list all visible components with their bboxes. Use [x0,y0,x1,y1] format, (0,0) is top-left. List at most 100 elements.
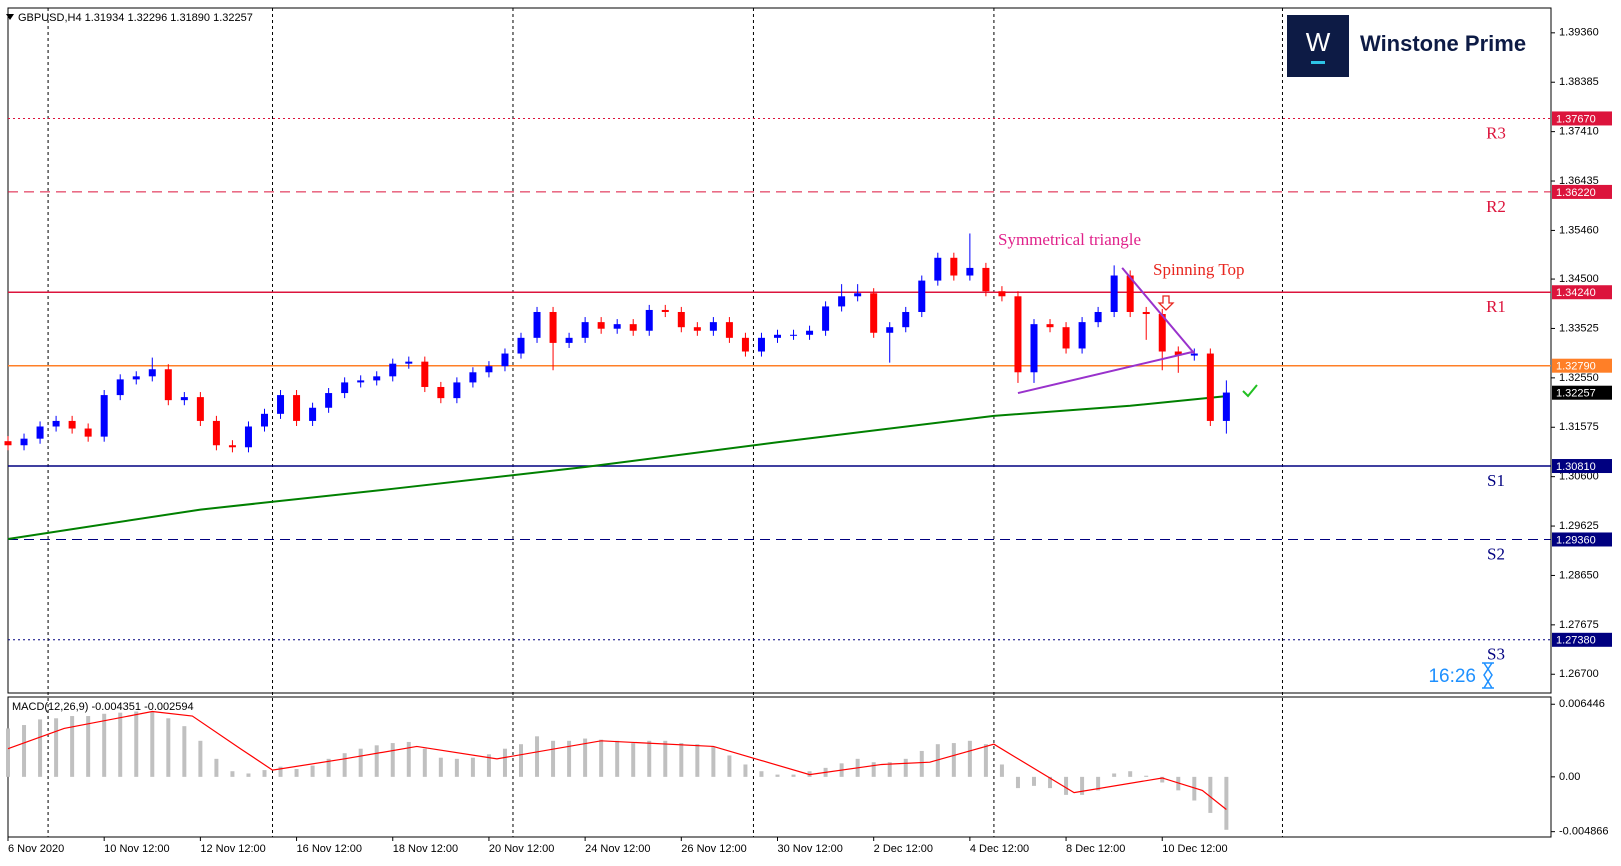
macd-bar [1015,776,1020,789]
candle-body [806,330,814,335]
candle-body [1158,314,1166,352]
macd-bar [999,764,1004,777]
candle-body [180,397,188,401]
candle-body [196,397,204,421]
candle-body [517,337,525,354]
candle-body [373,376,381,381]
candle-body [950,257,958,276]
price-tag [1552,358,1612,373]
macd-bar [951,743,956,777]
macd-bar [1031,776,1036,786]
x-tick-label: 8 Dec 12:00 [1066,843,1125,855]
macd-bar [214,758,219,777]
x-tick-label: 20 Nov 12:00 [489,843,554,855]
candle-body [886,327,894,333]
macd-bar [1176,776,1181,791]
candle-body [757,337,765,352]
macd-bar [102,713,107,777]
candle-body [1078,322,1086,349]
logo-box [1287,15,1349,77]
candle-body [1174,351,1182,356]
price-tag-label: 1.36220 [1556,187,1596,199]
macd-bar [695,744,700,777]
candle-body [854,293,862,297]
x-tick-label: 26 Nov 12:00 [681,843,746,855]
candle-body [228,445,236,448]
macd-bar [791,774,796,777]
x-tick-label: 6 Nov 2020 [8,843,64,855]
symbol-header: GBPUSD,H4 1.31934 1.32296 1.31890 1.3225… [18,12,253,24]
macd-bar [1144,775,1149,777]
candle-body [741,337,749,352]
price-tag-label: 1.34240 [1556,287,1596,299]
macd-bar [727,755,732,777]
macd-bar [1224,776,1229,830]
candle-body [148,369,156,377]
macd-bar [310,765,315,777]
candle-body [581,322,589,338]
level-name: R1 [1486,297,1506,316]
macd-bar [502,748,507,777]
candle-body [212,420,220,446]
macd-bar [871,762,876,777]
candle-body [244,426,252,448]
candle-body [1094,311,1102,323]
y-tick-label: 1.37410 [1559,126,1599,138]
candle-body [982,267,990,292]
macd-bar [887,762,892,777]
candle-body [1110,275,1118,312]
macd-bar [743,764,748,777]
candle-body [100,395,108,437]
moving-average [7,395,1227,540]
logo-mark: W [1306,27,1331,57]
candle-body [1206,353,1214,421]
candle-body [309,407,317,421]
macd-bar [22,725,27,777]
macd-bar [551,740,556,777]
candle-body [421,361,429,387]
macd-signal [7,710,1227,810]
macd-bar [390,743,395,777]
macd-bar [470,757,475,777]
y-tick-label: 1.33525 [1559,322,1599,334]
price-tag [1552,184,1612,199]
y-tick-label: 1.26700 [1559,668,1599,680]
candle-body [84,428,92,437]
level-name: S3 [1487,645,1505,664]
candle-body [68,420,76,429]
macd-bar [150,711,155,777]
macd-bar [54,718,59,777]
price-tag-label: 1.32257 [1556,388,1596,400]
candle-body [52,420,60,427]
candle-body [870,293,878,333]
x-tick-label: 12 Nov 12:00 [200,843,265,855]
macd-bar [374,745,379,777]
macd-bar [1112,773,1117,777]
macd-bar [278,766,283,777]
macd-bar [262,770,267,777]
macd-bar [294,768,299,777]
macd-bar [486,754,491,777]
candle-body [597,322,605,329]
x-tick-label: 30 Nov 12:00 [777,843,842,855]
macd-bar [134,711,139,777]
y-tick-label: 1.38385 [1559,76,1599,88]
y-tick-label: 0.00 [1559,771,1580,783]
candle-body [341,382,349,394]
y-tick-label: 1.30600 [1559,471,1599,483]
macd-bar [663,740,668,777]
level-name: R3 [1486,123,1506,142]
candle-body [549,311,557,343]
candle-body [822,306,830,331]
macd-bar [86,716,91,777]
macd-bar [775,774,780,777]
bar-timer: 16:26 [1428,666,1476,687]
candle-body [613,324,621,329]
y-tick-label: 1.32550 [1559,372,1599,384]
price-tag-label: 1.30810 [1556,461,1596,473]
macd-bar [182,726,187,777]
price-tag-label: 1.29360 [1556,534,1596,546]
logo-name: Winstone Prime [1360,31,1526,56]
candle-body [629,324,637,331]
candle-body [1190,353,1198,356]
